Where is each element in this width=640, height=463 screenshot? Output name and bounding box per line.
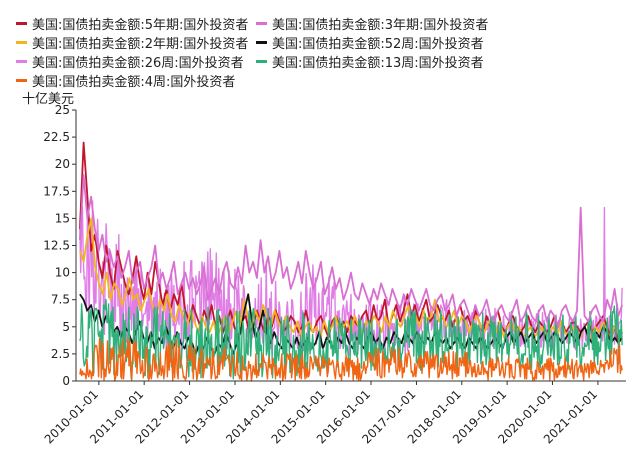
y-tick-label: 17.5 [43, 184, 70, 198]
legend-item-26w: 美国:国债拍卖金额:26周:国外投资者 [16, 52, 244, 71]
series-line-5 [79, 299, 623, 380]
legend-item-4w: 美国:国债拍卖金额:4周:国外投资者 [16, 71, 235, 90]
legend-label: 美国:国债拍卖金额:3年期:国外投资者 [272, 18, 489, 33]
y-tick-label: 10 [55, 266, 70, 280]
y-tick-label: 12.5 [43, 239, 70, 253]
legend-item-52w: 美国:国债拍卖金额:52周:国外投资者 [256, 33, 484, 52]
y-axis-unit-label: 十亿美元 [22, 92, 75, 107]
legend-label: 美国:国债拍卖金额:2年期:国外投资者 [32, 37, 249, 52]
y-tick-label: 5 [62, 320, 70, 334]
y-tick-label: 0 [62, 374, 70, 388]
y-tick-labels: 0 2.5 5 7.5 10 12.5 15 17.5 20 22.5 25 [43, 103, 76, 388]
legend-item-13w: 美国:国债拍卖金额:13周:国外投资者 [256, 52, 484, 71]
legend-swatch [16, 60, 27, 63]
series-layer [79, 141, 623, 382]
legend-label: 美国:国债拍卖金额:52周:国外投资者 [272, 37, 484, 52]
legend-swatch [256, 60, 267, 63]
legend-swatch [256, 41, 267, 44]
y-tick-label: 15 [55, 211, 70, 225]
series-line-1 [79, 174, 623, 328]
legend-label: 美国:国债拍卖金额:26周:国外投资者 [32, 56, 244, 71]
legend-swatch [16, 41, 27, 44]
series-line-6 [79, 336, 623, 382]
y-tick-label: 22.5 [43, 130, 70, 144]
y-tick-label: 2.5 [51, 347, 70, 361]
y-tick-label: 20 [55, 157, 70, 171]
legend-swatch [16, 22, 27, 25]
y-tick-label: 25 [55, 103, 70, 117]
x-tick-labels: 2010-01-012011-01-012012-01-012013-01-01… [42, 381, 600, 446]
legend-swatch [16, 79, 27, 82]
legend-label: 美国:国债拍卖金额:5年期:国外投资者 [32, 18, 249, 33]
legend-label: 美国:国债拍卖金额:4周:国外投资者 [32, 75, 236, 90]
legend-item-2y: 美国:国债拍卖金额:2年期:国外投资者 [16, 33, 248, 52]
y-tick-label: 7.5 [51, 293, 70, 307]
legend-item-3y: 美国:国债拍卖金额:3年期:国外投资者 [256, 14, 488, 33]
legend-swatch [256, 22, 267, 25]
legend-label: 美国:国债拍卖金额:13周:国外投资者 [272, 56, 484, 71]
legend-item-5y: 美国:国债拍卖金额:5年期:国外投资者 [16, 14, 248, 33]
